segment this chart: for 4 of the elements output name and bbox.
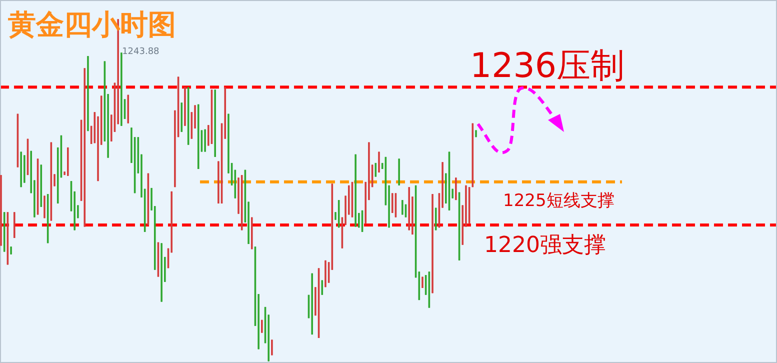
- annotation: 1243.88: [122, 47, 160, 57]
- ref-line-label: 1220强支撑: [484, 233, 606, 258]
- ref-line-label: 1225短线支撑: [503, 190, 614, 211]
- ref-line-label: 1236压制: [470, 46, 625, 86]
